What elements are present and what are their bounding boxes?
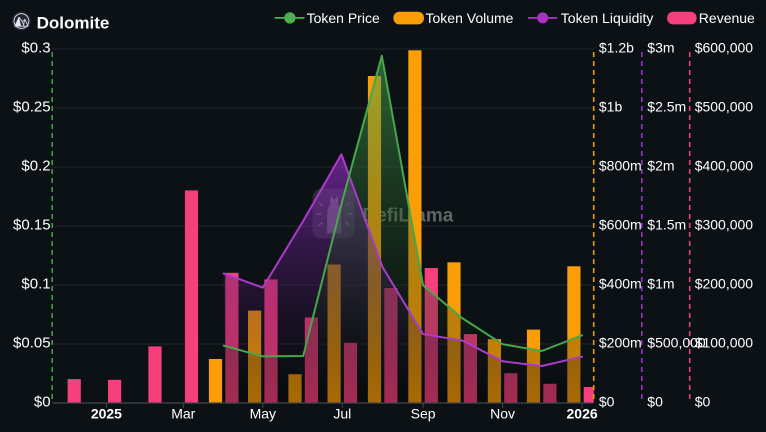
- svg-text:Revenue: Revenue: [699, 10, 755, 26]
- svg-text:$400,000: $400,000: [695, 157, 754, 173]
- svg-text:$100,000: $100,000: [695, 334, 754, 350]
- svg-text:May: May: [250, 406, 276, 422]
- svg-text:$0.05: $0.05: [13, 335, 51, 352]
- svg-text:$1.2b: $1.2b: [599, 39, 634, 55]
- svg-text:$0.3: $0.3: [21, 40, 50, 57]
- svg-text:$500,000: $500,000: [647, 334, 706, 350]
- svg-text:$200,000: $200,000: [695, 275, 754, 291]
- svg-text:$1m: $1m: [647, 275, 674, 291]
- svg-text:Nov: Nov: [490, 406, 515, 422]
- svg-text:$0.25: $0.25: [13, 99, 51, 116]
- svg-text:$0.15: $0.15: [13, 217, 51, 234]
- svg-text:$0.1: $0.1: [21, 276, 50, 293]
- svg-text:$800m: $800m: [599, 157, 642, 173]
- svg-text:$300,000: $300,000: [695, 216, 754, 232]
- svg-text:Dolomite: Dolomite: [37, 14, 110, 33]
- svg-text:2025: 2025: [91, 406, 122, 422]
- svg-text:$1.5m: $1.5m: [647, 216, 686, 232]
- svg-text:$0: $0: [695, 393, 711, 409]
- svg-text:$600,000: $600,000: [695, 39, 754, 55]
- svg-text:$600m: $600m: [599, 216, 642, 232]
- svg-text:$3m: $3m: [647, 39, 674, 55]
- svg-text:2026: 2026: [567, 406, 598, 422]
- svg-text:Token Price: Token Price: [307, 10, 380, 26]
- svg-text:$0: $0: [599, 393, 615, 409]
- svg-text:Token Liquidity: Token Liquidity: [561, 10, 654, 26]
- svg-text:$400m: $400m: [599, 275, 642, 291]
- svg-text:$0: $0: [647, 393, 663, 409]
- svg-text:$2m: $2m: [647, 157, 674, 173]
- svg-text:Token Volume: Token Volume: [426, 10, 514, 26]
- svg-text:$200m: $200m: [599, 334, 642, 350]
- svg-text:$0.2: $0.2: [21, 158, 50, 175]
- svg-text:Jul: Jul: [333, 406, 351, 422]
- svg-text:$0: $0: [34, 394, 51, 411]
- svg-text:$2.5m: $2.5m: [647, 98, 686, 114]
- svg-text:$1b: $1b: [599, 98, 623, 114]
- svg-text:Mar: Mar: [171, 406, 195, 422]
- svg-text:$500,000: $500,000: [695, 98, 754, 114]
- svg-text:Sep: Sep: [411, 406, 436, 422]
